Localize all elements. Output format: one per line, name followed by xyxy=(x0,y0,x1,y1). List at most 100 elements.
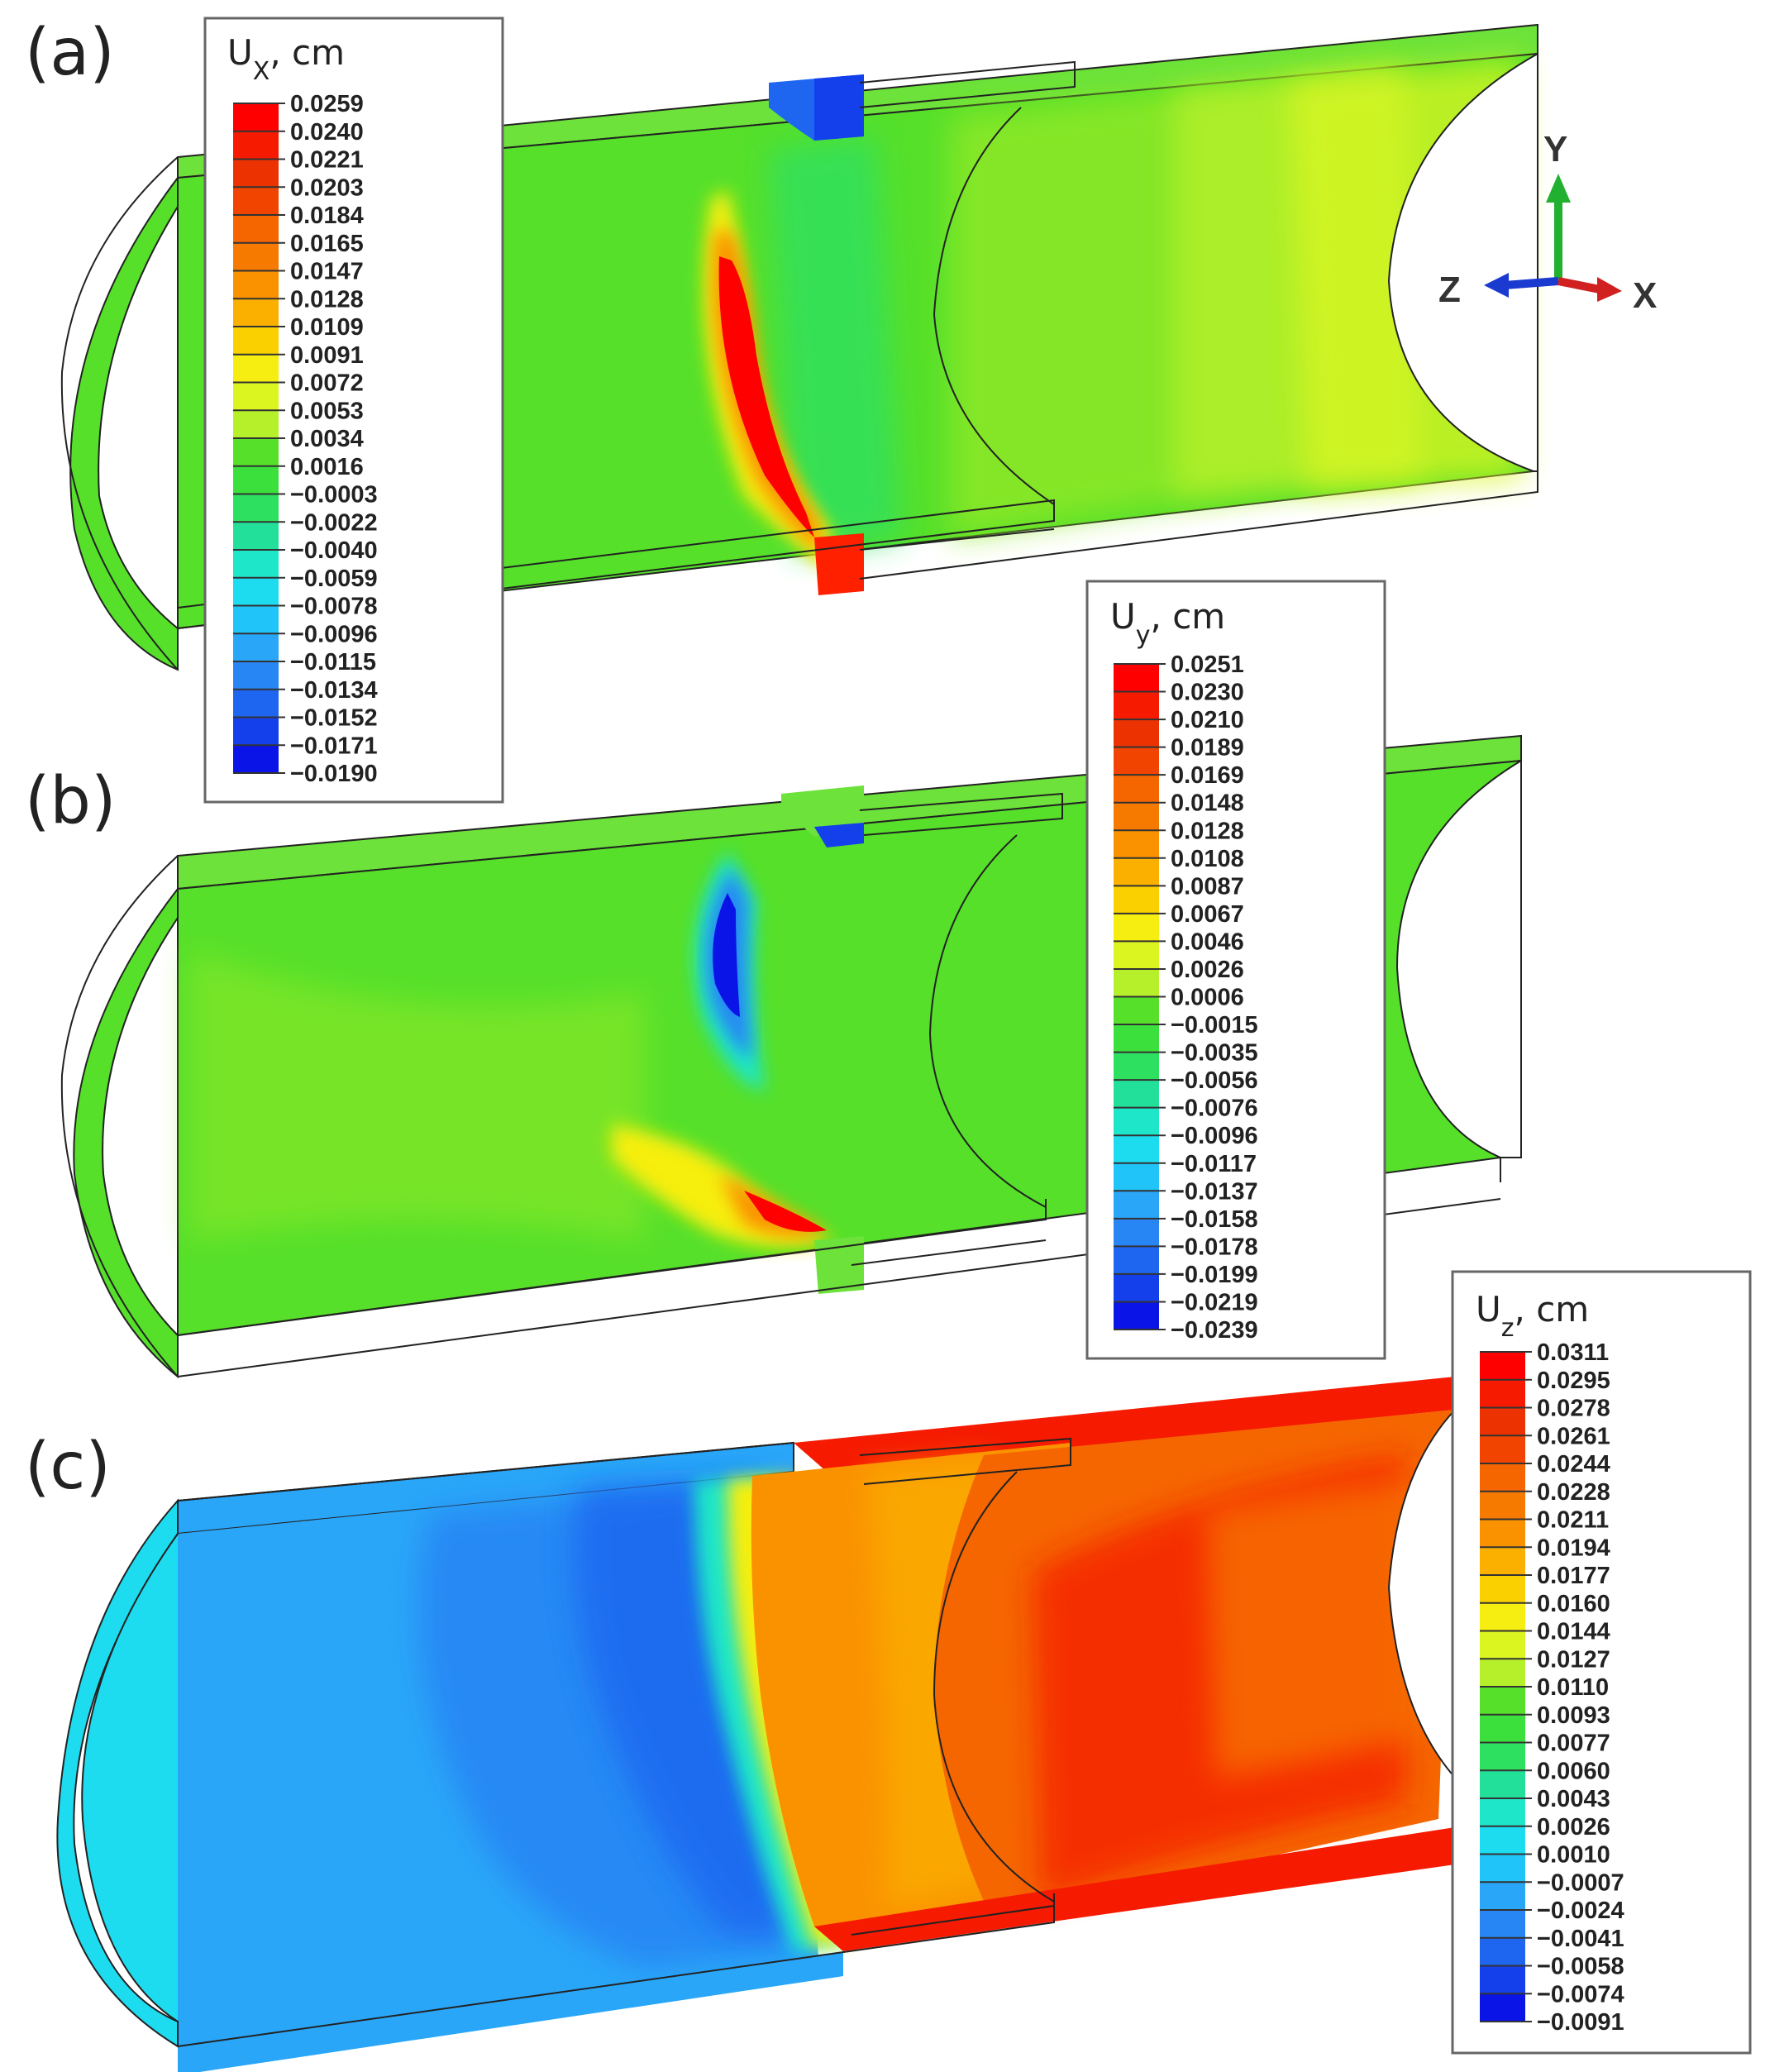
legend-value-label: 0.0109 xyxy=(290,314,364,341)
legend-value-label: −0.0190 xyxy=(290,761,378,787)
legend-value-label: 0.0060 xyxy=(1537,1758,1610,1784)
legend-value-label: 0.0189 xyxy=(1171,735,1244,761)
legend-uz-title: Uz, cm xyxy=(1476,1289,1589,1343)
legend-value-label: 0.0108 xyxy=(1171,846,1244,872)
x-axis-label: X xyxy=(1633,275,1657,316)
legend-value-label: −0.0056 xyxy=(1171,1067,1258,1094)
legend-value-label: 0.0006 xyxy=(1171,985,1244,1011)
legend-color-band xyxy=(233,522,279,551)
legend-value-label: −0.0058 xyxy=(1537,1954,1624,1980)
legend-value-label: −0.0178 xyxy=(1171,1234,1258,1260)
legend-color-band xyxy=(1480,1491,1525,1520)
legend-value-label: 0.0259 xyxy=(290,91,364,117)
legend-color-band xyxy=(1480,1575,1525,1604)
legend-value-label: 0.0026 xyxy=(1537,1814,1610,1840)
legend-value-label: 0.0147 xyxy=(290,259,364,285)
legend-value-label: 0.0067 xyxy=(1171,901,1244,928)
panel-label-a: (a) xyxy=(25,16,115,90)
legend-value-label: −0.0134 xyxy=(290,677,378,704)
legend-color-band xyxy=(1480,1965,1525,1994)
legend-color-band xyxy=(1480,1379,1525,1408)
legend-value-label: −0.0078 xyxy=(290,594,378,620)
legend-value-label: −0.0059 xyxy=(290,566,378,592)
legend-value-label: −0.0076 xyxy=(1171,1096,1258,1122)
legend-color-band xyxy=(1480,1742,1525,1771)
legend-value-label: 0.0261 xyxy=(1537,1423,1610,1449)
z-axis-label: Z xyxy=(1438,270,1461,310)
legend-color-band xyxy=(1114,913,1159,942)
legend-value-label: 0.0016 xyxy=(290,454,364,480)
legend-color-band xyxy=(1114,1246,1159,1275)
legend-color-band xyxy=(1114,664,1159,693)
legend-value-label: −0.0239 xyxy=(1171,1317,1258,1344)
legend-color-band xyxy=(233,745,279,774)
legend-value-label: −0.0158 xyxy=(1171,1206,1258,1233)
legend-value-label: 0.0091 xyxy=(290,342,364,369)
legend-value-label: −0.0171 xyxy=(290,733,378,759)
legend-color-band xyxy=(1480,1854,1525,1883)
legend-value-label: 0.0010 xyxy=(1537,1842,1610,1869)
legend-value-label: 0.0072 xyxy=(290,370,364,397)
y-axis-arrow-icon xyxy=(1546,174,1571,203)
panel-label-b: (b) xyxy=(25,764,116,838)
legend-value-label: 0.0077 xyxy=(1537,1731,1610,1757)
legend-color-band xyxy=(1114,886,1159,914)
legend-color-band xyxy=(233,242,279,271)
legend-value-label: 0.0221 xyxy=(290,147,364,174)
legend-color-band xyxy=(1114,941,1159,970)
legend-color-band xyxy=(233,159,279,188)
legend-color-band xyxy=(1480,1882,1525,1911)
legend-value-label: 0.0177 xyxy=(1537,1563,1610,1589)
legend-ux-title: UX, cm xyxy=(227,32,345,86)
legend-color-band xyxy=(1114,1191,1159,1220)
legend-color-band xyxy=(1114,1218,1159,1247)
legend-color-band xyxy=(233,633,279,662)
legend-value-label: 0.0128 xyxy=(290,286,364,313)
legend-color-band xyxy=(233,689,279,718)
legend-value-label: 0.0160 xyxy=(1537,1591,1610,1617)
legend-value-label: 0.0093 xyxy=(1537,1702,1610,1729)
legend-color-band xyxy=(233,215,279,244)
legend-color-band xyxy=(233,465,279,494)
legend-value-label: 0.0026 xyxy=(1171,957,1244,983)
legend-value-label: 0.0210 xyxy=(1171,707,1244,733)
legend-color-band xyxy=(1480,1910,1525,1939)
legend-color-band xyxy=(1114,775,1159,804)
legend-color-band xyxy=(1114,1107,1159,1136)
legend-color-band xyxy=(1114,968,1159,997)
z-axis-arrow-icon xyxy=(1484,273,1509,298)
legend-color-band xyxy=(1114,747,1159,776)
legend-value-label: −0.0040 xyxy=(290,537,378,564)
legend-color-band xyxy=(1114,1135,1159,1164)
legend-color-band xyxy=(1480,1463,1525,1492)
legend-uz: Uz, cm 0.03110.02950.02780.02610.02440.0… xyxy=(1451,1270,1752,2055)
legend-value-label: 0.0046 xyxy=(1171,929,1244,955)
legend-color-band xyxy=(233,438,279,467)
legend-value-label: −0.0003 xyxy=(290,482,378,508)
legend-color-band xyxy=(1114,719,1159,748)
legend-value-label: −0.0074 xyxy=(1537,1981,1624,2008)
panel-a-pipe xyxy=(60,23,1539,671)
legend-color-band xyxy=(1480,1519,1525,1548)
legend-color-band xyxy=(1114,1301,1159,1330)
legend-value-label: 0.0230 xyxy=(1171,680,1244,706)
legend-value-label: 0.0184 xyxy=(290,203,364,229)
legend-ux: UX, cm 0.02590.02400.02210.02030.01840.0… xyxy=(203,17,504,804)
legend-color-band xyxy=(1480,1798,1525,1827)
legend-color-band xyxy=(1480,1435,1525,1464)
legend-color-band xyxy=(1114,1273,1159,1302)
legend-color-band xyxy=(1480,1770,1525,1799)
legend-color-band xyxy=(233,354,279,383)
legend-color-band xyxy=(233,494,279,523)
legend-uy-title: Uy, cm xyxy=(1110,596,1225,650)
legend-value-label: 0.0053 xyxy=(290,398,364,424)
legend-value-label: −0.0219 xyxy=(1171,1289,1258,1315)
legend-color-band xyxy=(233,577,279,606)
legend-color-band xyxy=(1480,1407,1525,1436)
legend-value-label: 0.0251 xyxy=(1171,652,1244,678)
legend-value-label: 0.0110 xyxy=(1537,1674,1609,1701)
legend-value-label: −0.0022 xyxy=(290,509,378,536)
legend-value-label: 0.0128 xyxy=(1171,818,1244,844)
legend-value-label: 0.0240 xyxy=(290,119,364,146)
legend-value-label: −0.0091 xyxy=(1537,2009,1624,2036)
